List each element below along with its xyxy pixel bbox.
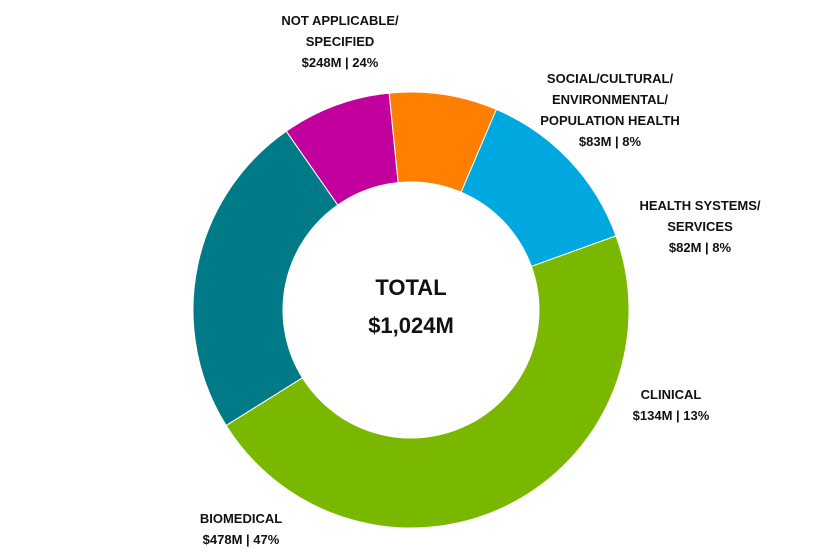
label-line: CLINICAL [640, 387, 702, 402]
data-label: $134M | 13% [632, 408, 710, 423]
label-line: ENVIRONMENTAL/ [551, 92, 669, 107]
label-not-applicable: NOT APPLICABLE/ SPECIFIED $248M | 24% [256, 10, 424, 73]
donut-slice-0 [192, 130, 339, 427]
label-line: SOCIAL/CULTURAL/ [546, 71, 674, 86]
data-label: $248M | 24% [301, 55, 379, 70]
center-total-value: $1,024M [368, 313, 454, 338]
center-total: TOTAL $1,024M [311, 272, 511, 342]
label-line: SERVICES [667, 219, 733, 234]
data-label: $478M | 47% [202, 532, 280, 547]
label-line: BIOMEDICAL [199, 511, 283, 526]
label-health-systems: HEALTH SYSTEMS/ SERVICES $82M | 8% [626, 195, 774, 258]
label-social-cultural: SOCIAL/CULTURAL/ ENVIRONMENTAL/ POPULATI… [522, 68, 698, 152]
label-line: NOT APPLICABLE/ [281, 13, 399, 28]
label-line: SPECIFIED [305, 34, 375, 49]
label-line: POPULATION HEALTH [540, 113, 680, 128]
data-label: $83M | 8% [578, 134, 642, 149]
label-clinical: CLINICAL $134M | 13% [616, 384, 726, 426]
donut-slice-4 [225, 235, 630, 529]
label-line: HEALTH SYSTEMS/ [639, 198, 761, 213]
center-total-title: TOTAL [375, 275, 447, 300]
data-label: $82M | 8% [668, 240, 732, 255]
label-biomedical: BIOMEDICAL $478M | 47% [186, 508, 296, 550]
